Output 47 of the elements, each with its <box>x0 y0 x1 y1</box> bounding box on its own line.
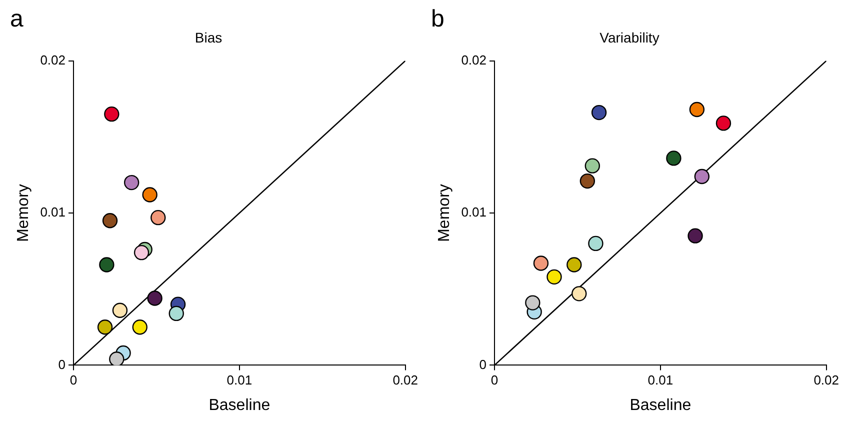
point <box>97 320 113 335</box>
point <box>666 150 682 166</box>
point <box>572 286 587 302</box>
y-tick-label: 0 <box>479 356 486 372</box>
point <box>566 257 582 272</box>
point <box>104 106 120 122</box>
point <box>124 174 140 190</box>
text: a <box>10 6 24 33</box>
y-tick-label: 0.01 <box>461 204 486 220</box>
point <box>142 187 158 202</box>
point <box>147 290 162 306</box>
point <box>580 173 596 189</box>
y-tick-label: 0.02 <box>40 52 66 68</box>
x-tick-label: 0.02 <box>392 372 418 388</box>
x-tick-label: 0 <box>70 372 78 388</box>
point <box>584 158 600 174</box>
y-tick-label: 0.02 <box>461 52 486 68</box>
point <box>591 104 607 120</box>
point <box>112 302 128 318</box>
point <box>588 236 604 252</box>
point <box>102 213 118 228</box>
chart-title: Variability <box>600 29 660 46</box>
y-axis-title: Memory <box>15 184 32 242</box>
text: b <box>431 6 444 33</box>
point <box>533 256 549 271</box>
point <box>688 228 703 244</box>
y-tick-label: 0.01 <box>40 204 66 220</box>
y-tick-label: 0 <box>58 356 66 372</box>
y-axis-title: Memory <box>436 184 454 242</box>
x-tick-label: 0.01 <box>648 372 674 388</box>
point <box>132 320 148 335</box>
point <box>689 102 705 118</box>
point <box>525 295 540 310</box>
point <box>168 306 184 322</box>
x-tick-label: 0 <box>490 372 498 388</box>
point <box>134 244 150 260</box>
point <box>150 210 166 226</box>
point <box>99 257 114 272</box>
point <box>694 168 710 184</box>
x-tick-label: 0.01 <box>226 372 252 388</box>
x-tick-label: 0.02 <box>814 372 840 388</box>
chart-title: Bias <box>194 29 222 46</box>
x-axis-title: Baseline <box>630 396 692 414</box>
point <box>716 116 732 131</box>
point <box>546 269 562 285</box>
x-axis-title: Baseline <box>208 396 270 414</box>
point <box>109 352 124 366</box>
